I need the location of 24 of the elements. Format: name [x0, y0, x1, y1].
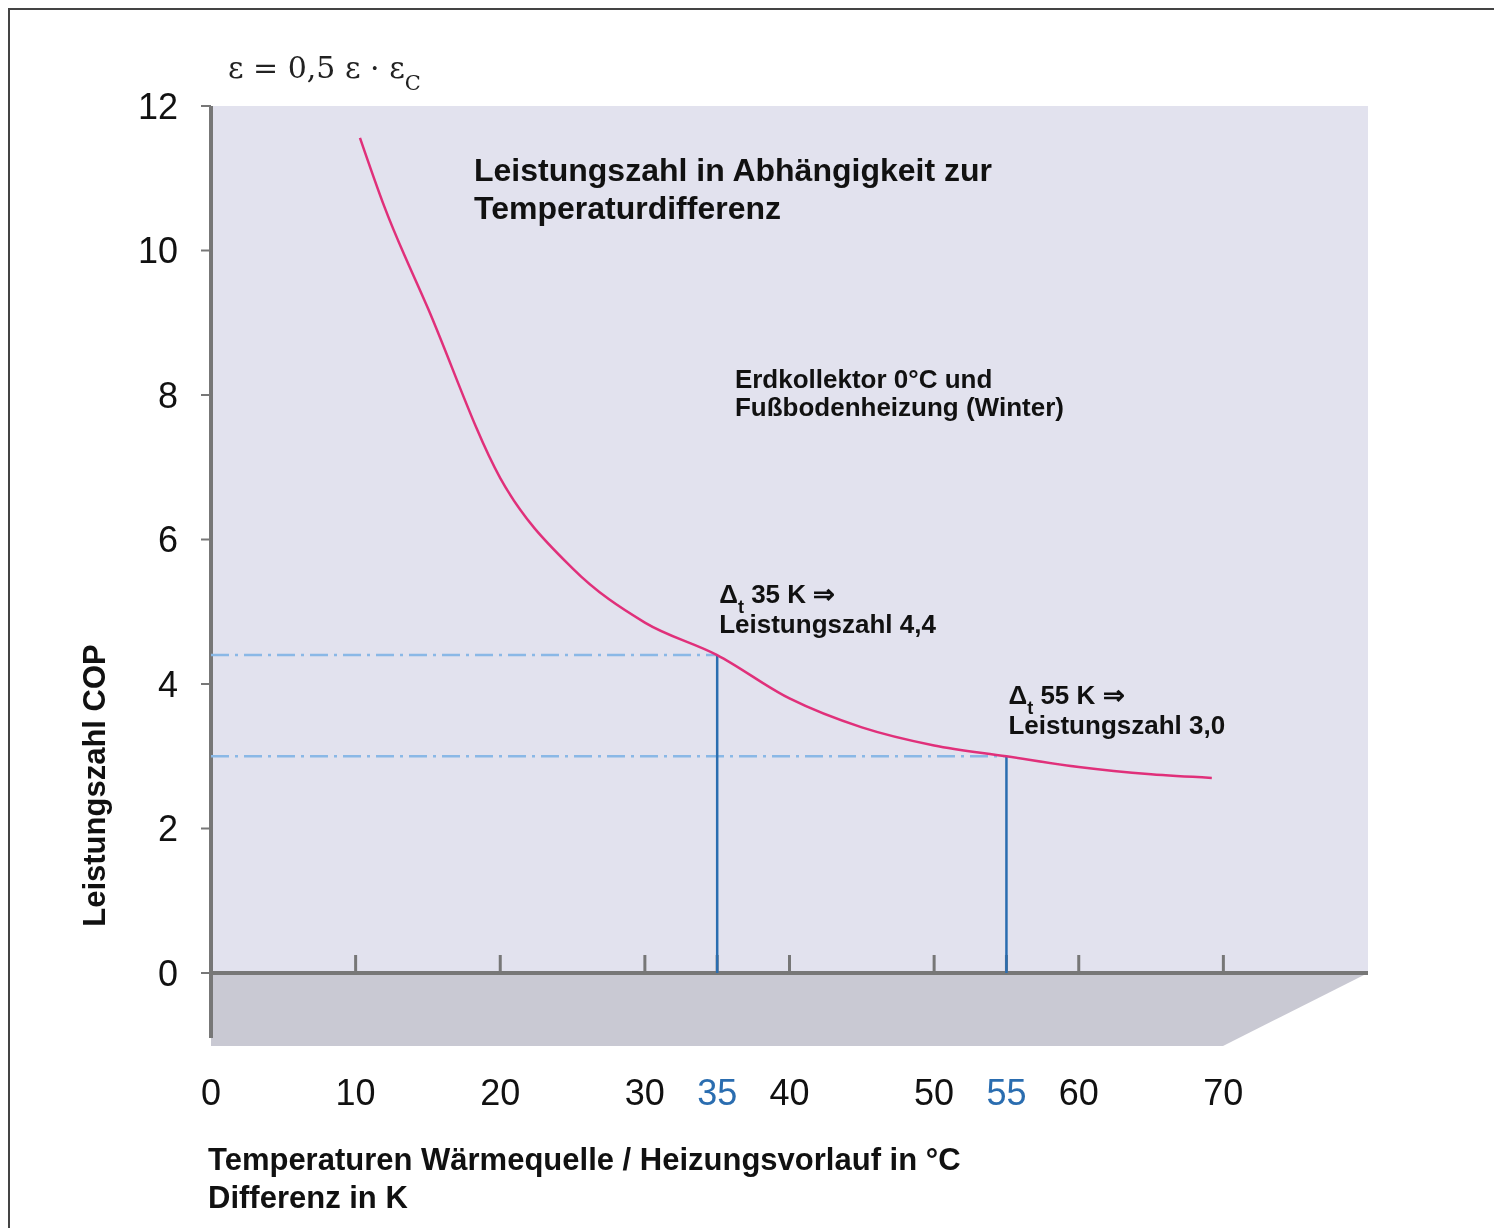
y-tick-label: 0	[157, 952, 178, 994]
x-tick-label: 10	[335, 1072, 376, 1113]
x-tick-label: 0	[200, 1072, 222, 1113]
x-tick-label: 30	[624, 1072, 665, 1113]
y-axis-title: Leistungszahl COP	[77, 644, 112, 927]
text: ε = 0,5 ε · ε$_{C}$	[228, 50, 421, 95]
y-tick-label: 6	[157, 519, 178, 561]
x-tick-label: 50	[914, 1072, 955, 1113]
annotation: Δ$_{t}$ 55 K ⇒ Leistungszahl 3,0	[1008, 680, 1226, 741]
text: Leistungszahl in Abhängigkeit zur Temperaturdifferenz	[474, 152, 992, 226]
x-tick-label: 60	[1058, 1072, 1099, 1113]
y-tick-label: 10	[137, 230, 178, 272]
x-axis-title: Temperaturen Wärmequelle / Heizungsvorlauf in °C Differenz in K	[208, 1142, 961, 1215]
text: Erdkollektor 0°C und Fußbodenheizung (Winter)	[734, 363, 1064, 422]
annotation: Δ$_{t}$ 35 K ⇒ Leistungszahl 4,4	[719, 579, 937, 640]
x-tick-label: 35	[697, 1072, 738, 1113]
y-tick-label: 8	[157, 374, 178, 416]
x-tick-label: 20	[480, 1072, 521, 1113]
y-tick-label: 2	[157, 808, 178, 850]
x-tick-label: 55	[986, 1072, 1027, 1113]
y-tick-label: 4	[157, 663, 178, 705]
x-tick-label: 40	[769, 1072, 810, 1113]
y-tick-label: 12	[137, 85, 178, 127]
x-tick-label: 70	[1203, 1072, 1244, 1113]
